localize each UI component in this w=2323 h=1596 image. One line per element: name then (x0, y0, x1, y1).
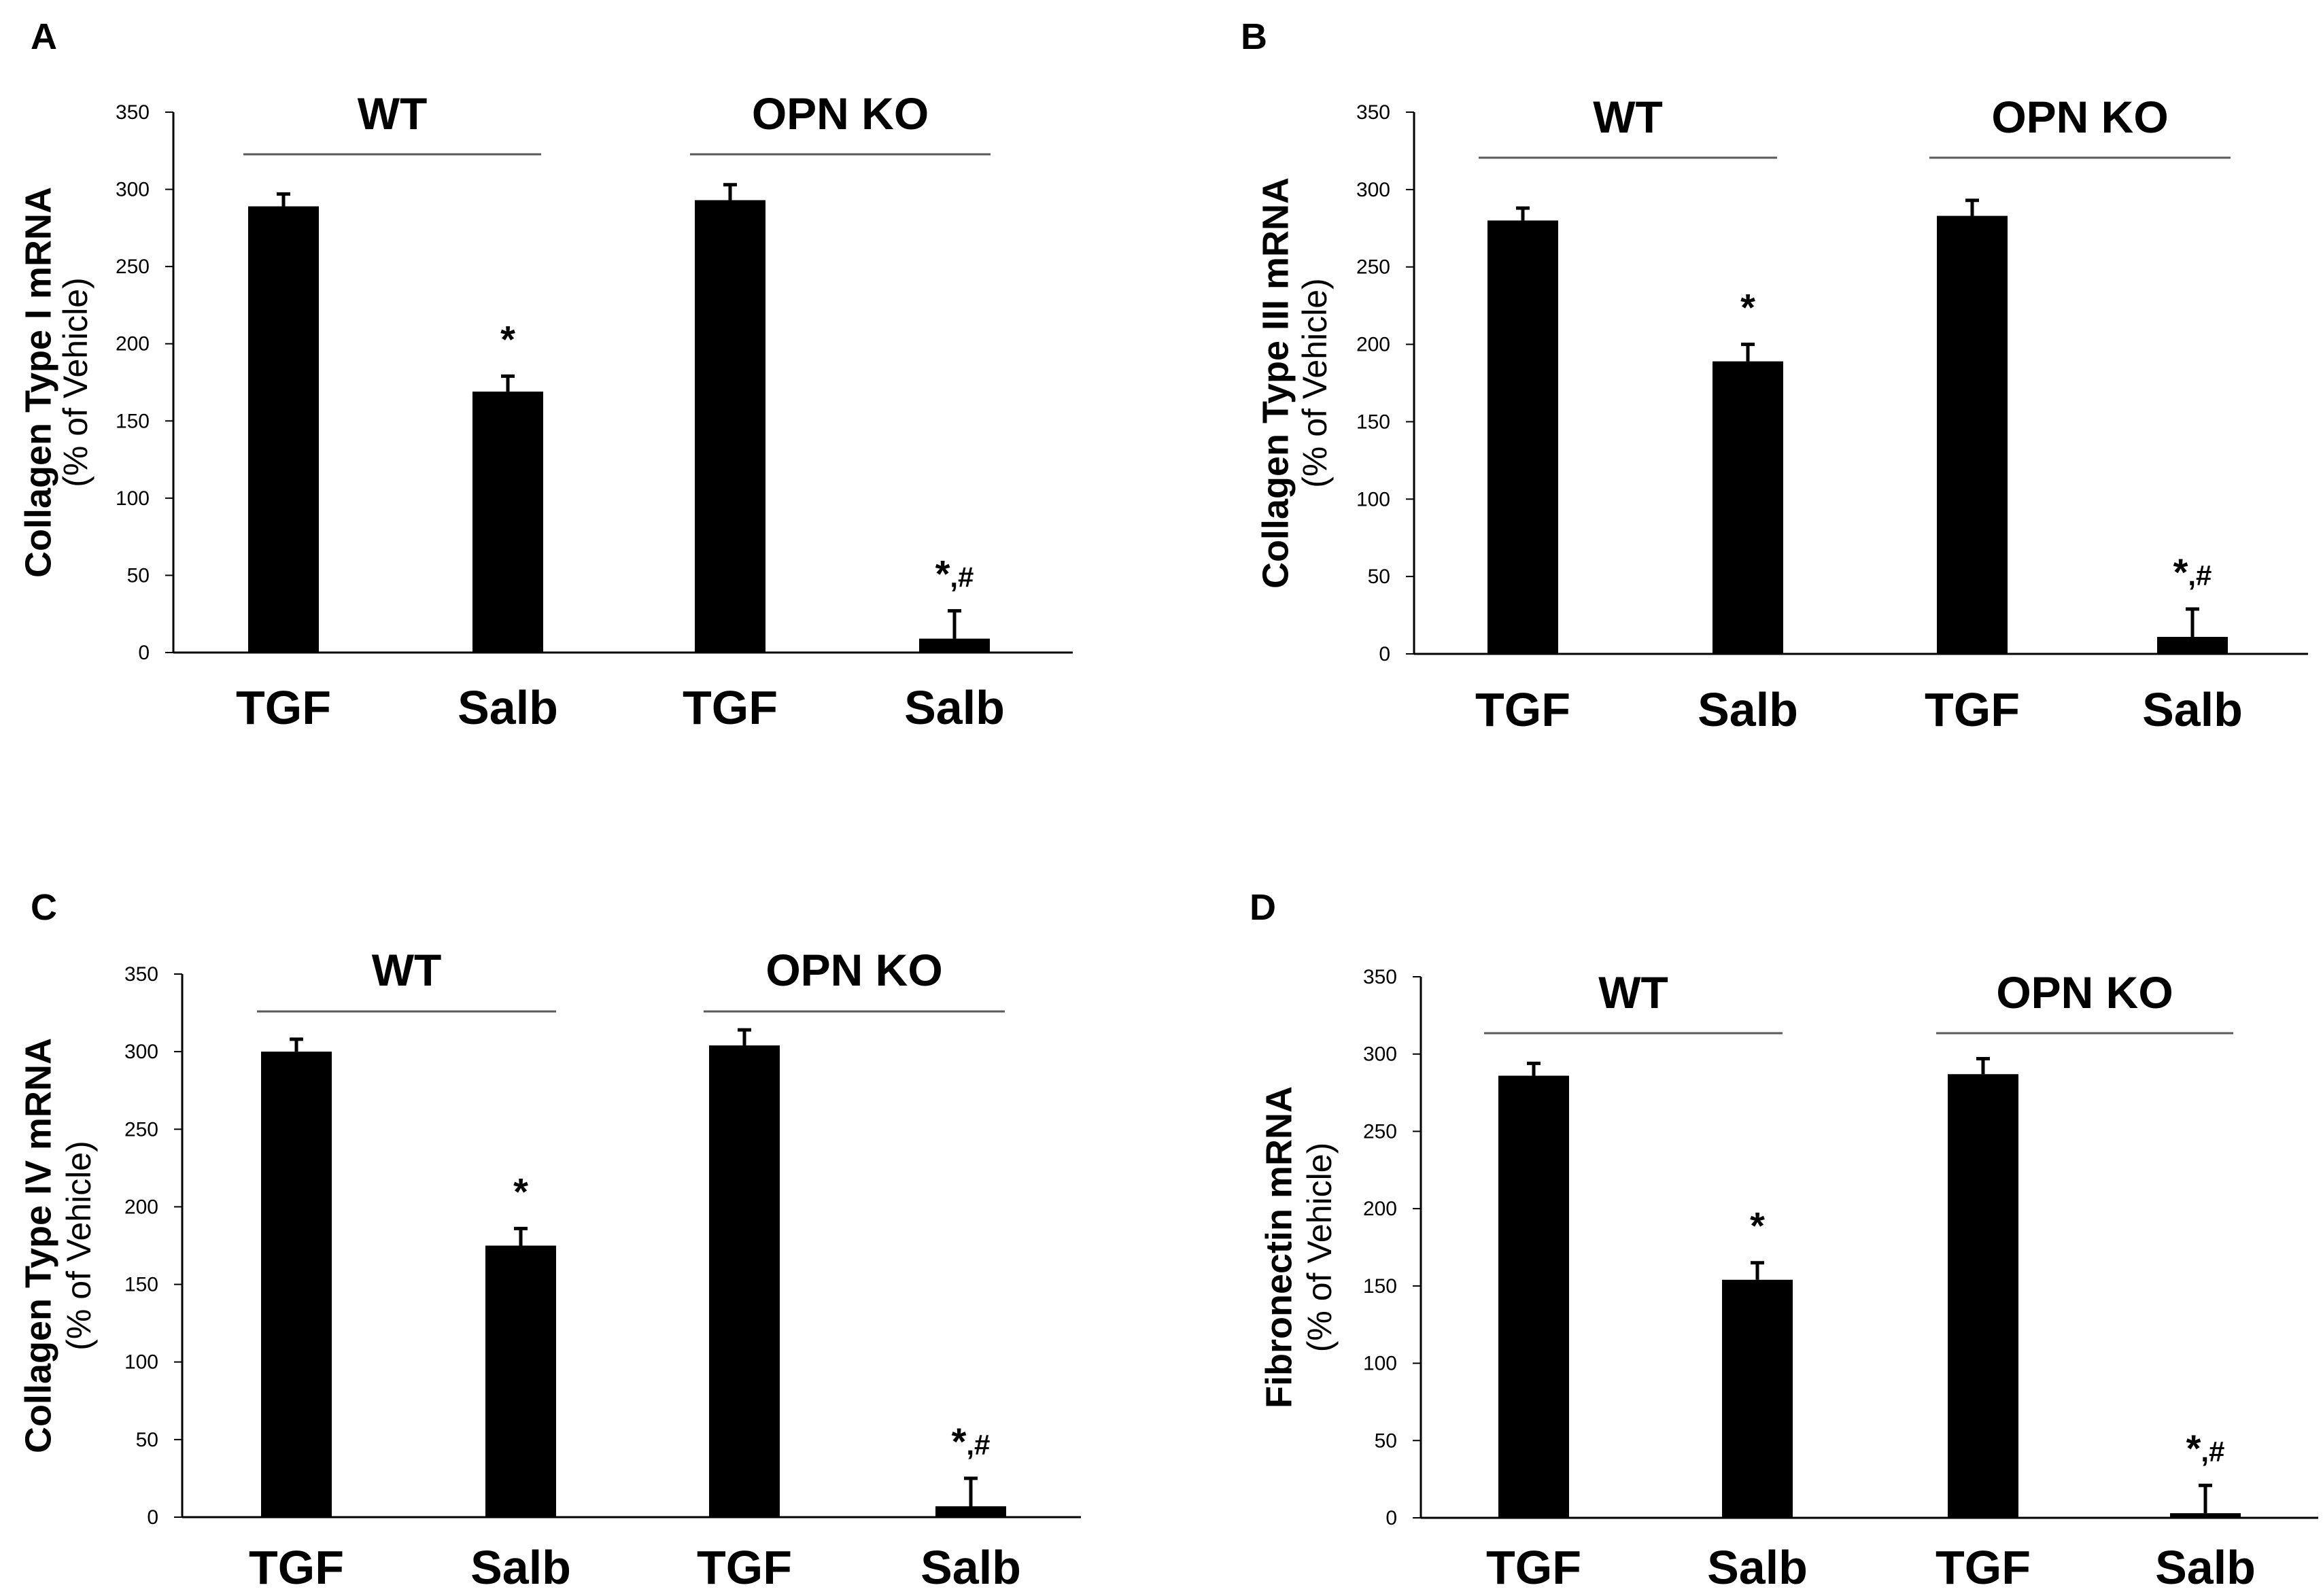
significance-marker: *,# (935, 553, 974, 595)
panel-letter: A (31, 16, 57, 57)
y-tick-label: 150 (116, 410, 150, 432)
significance-marker: * (1750, 1204, 1765, 1247)
y-tick-label: 50 (1375, 1429, 1397, 1452)
group-label: OPN KO (765, 945, 942, 995)
bar (2157, 636, 2228, 654)
group-label: WT (372, 945, 442, 995)
y-axis-label: Collagen Type III mRNA (1255, 177, 1296, 589)
x-tick-label: Salb (458, 681, 558, 734)
bar (261, 1052, 332, 1517)
x-tick-label: Salb (920, 1541, 1021, 1594)
group-label: OPN KO (1991, 92, 2168, 142)
y-tick-label: 200 (116, 333, 150, 355)
y-tick-label: 0 (147, 1506, 158, 1529)
y-tick-label: 300 (1363, 1043, 1397, 1066)
y-tick-label: 350 (124, 963, 158, 986)
x-tick-label: TGF (1475, 683, 1570, 736)
y-tick-label: 350 (116, 101, 150, 124)
bar (1937, 215, 2008, 654)
x-tick-label: TGF (683, 681, 778, 734)
significance-marker: * (500, 317, 515, 360)
y-axis-sublabel: (% of Vehicle) (56, 277, 94, 487)
x-tick-label: Salb (1707, 1541, 1808, 1594)
x-tick-label: TGF (249, 1541, 344, 1594)
y-tick-label: 250 (116, 256, 150, 278)
x-tick-label: Salb (470, 1541, 571, 1594)
y-tick-label: 350 (1363, 966, 1397, 988)
x-tick-label: TGF (1486, 1541, 1581, 1594)
y-tick-label: 200 (1363, 1198, 1397, 1220)
bar (919, 638, 990, 653)
y-tick-label: 100 (1356, 488, 1390, 510)
x-tick-label: TGF (1935, 1541, 2031, 1594)
x-tick-label: TGF (236, 681, 331, 734)
y-tick-label: 0 (1386, 1507, 1397, 1529)
y-tick-label: 350 (1356, 101, 1390, 124)
x-tick-label: TGF (1925, 683, 2020, 736)
y-axis-label: Collagen Type I mRNA (18, 187, 58, 578)
y-tick-label: 300 (116, 179, 150, 201)
y-tick-label: 300 (124, 1041, 158, 1063)
y-tick-label: 50 (136, 1429, 158, 1451)
y-axis-label: Fibronectin mRNA (1258, 1086, 1299, 1408)
y-tick-label: 200 (1356, 334, 1390, 356)
bar (485, 1245, 556, 1517)
bar (935, 1506, 1006, 1517)
bar (1713, 361, 1783, 654)
chart-panel-a: A 0 50 100 150 200 250 300 350 Collagen Type I mR… (18, 16, 1073, 734)
bar (709, 1045, 780, 1517)
y-axis-label: Collagen Type IV mRNA (18, 1038, 58, 1453)
y-tick-label: 0 (1379, 643, 1390, 665)
y-tick-label: 250 (124, 1118, 158, 1141)
y-tick-label: 250 (1363, 1120, 1397, 1143)
significance-marker: * (1740, 286, 1755, 329)
y-axis-sublabel: (% of Vehicle) (60, 1141, 98, 1350)
y-tick-label: 250 (1356, 256, 1390, 279)
y-tick-label: 150 (1363, 1275, 1397, 1298)
chart-panel-b: B 0 50 100 150 200 250 300 350 Collagen Type III … (1241, 16, 2308, 736)
bar (1948, 1074, 2018, 1518)
significance-marker: *,# (2173, 551, 2212, 593)
x-tick-label: Salb (2142, 683, 2243, 736)
x-tick-label: TGF (697, 1541, 792, 1594)
group-label: WT (1593, 92, 1663, 142)
bar (1498, 1075, 1569, 1518)
group-label: WT (358, 88, 428, 139)
bar (472, 392, 543, 653)
x-tick-label: Salb (2155, 1541, 2256, 1594)
bar (1487, 220, 1558, 654)
group-label: WT (1598, 967, 1668, 1018)
y-tick-label: 300 (1356, 179, 1390, 201)
panel-letter: C (31, 887, 57, 928)
y-axis-sublabel: (% of Vehicle) (1296, 278, 1334, 487)
group-label: OPN KO (752, 88, 929, 139)
significance-marker: * (513, 1170, 528, 1213)
y-tick-label: 0 (138, 642, 150, 664)
panel-letter: B (1241, 16, 1267, 57)
chart-panel-c: C 0 50 100 150 200 250 300 350 Collagen Type IV m… (18, 887, 1081, 1594)
y-tick-label: 100 (116, 487, 150, 510)
chart-panel-d: D 0 50 100 150 200 250 300 350 Fibronectin mRNA (%… (1250, 887, 2318, 1594)
bar (248, 206, 319, 653)
y-tick-label: 100 (1363, 1353, 1397, 1375)
bar (695, 200, 765, 653)
y-tick-label: 150 (1356, 411, 1390, 433)
x-tick-label: Salb (904, 681, 1005, 734)
y-tick-label: 200 (124, 1196, 158, 1218)
x-tick-label: Salb (1698, 683, 1798, 736)
y-tick-label: 150 (124, 1274, 158, 1296)
group-label: OPN KO (1996, 967, 2173, 1018)
significance-marker: *,# (2186, 1427, 2225, 1470)
bar (2170, 1513, 2241, 1518)
y-tick-label: 50 (127, 564, 150, 587)
significance-marker: *,# (952, 1420, 991, 1463)
bar (1722, 1279, 1793, 1518)
y-tick-label: 100 (124, 1351, 158, 1374)
y-axis-sublabel: (% of Vehicle) (1301, 1143, 1339, 1352)
y-tick-label: 50 (1368, 566, 1390, 588)
panel-letter: D (1250, 887, 1276, 928)
